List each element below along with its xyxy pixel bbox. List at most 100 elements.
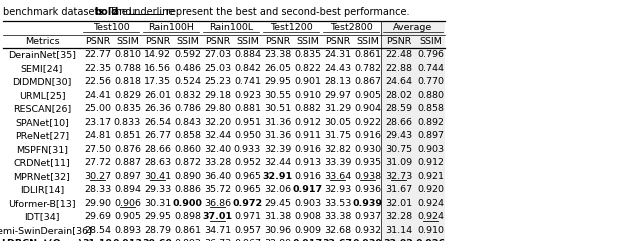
Text: 0.952: 0.952 [234,158,261,167]
Text: 0.886: 0.886 [174,185,201,194]
Text: 26.01: 26.01 [144,91,171,100]
Text: 0.897: 0.897 [417,131,444,140]
Text: 0.892: 0.892 [174,239,201,241]
Text: 33.64: 33.64 [324,172,351,181]
Text: 0.872: 0.872 [174,158,201,167]
Text: 22.48: 22.48 [385,50,412,59]
Text: 25.03: 25.03 [204,64,231,73]
Text: 0.972: 0.972 [232,199,262,208]
Text: 33.39: 33.39 [324,158,351,167]
Text: PSNR: PSNR [145,37,170,46]
Text: 30.60: 30.60 [143,239,172,241]
Text: 0.950: 0.950 [234,131,261,140]
Text: 0.965: 0.965 [234,172,261,181]
Text: 30.51: 30.51 [264,104,291,113]
Text: 32.89: 32.89 [264,239,291,241]
Text: 0.880: 0.880 [417,91,444,100]
Text: 0.911: 0.911 [294,131,321,140]
Text: 0.936: 0.936 [354,185,381,194]
Text: 0.971: 0.971 [234,212,261,221]
Text: 0.913: 0.913 [294,158,321,167]
Text: 0.910: 0.910 [417,226,444,235]
Text: 31.14: 31.14 [385,226,412,235]
Text: 0.835: 0.835 [114,104,141,113]
Text: LDRCNet(Ours): LDRCNet(Ours) [1,239,83,241]
Text: 27.72: 27.72 [84,158,111,167]
Text: 0.887: 0.887 [114,158,141,167]
Text: 0.893: 0.893 [114,226,141,235]
Text: 28.59: 28.59 [385,104,412,113]
Text: 26.36: 26.36 [144,104,171,113]
Text: 30.31: 30.31 [144,199,171,208]
Text: 32.01: 32.01 [385,199,412,208]
Text: 0.912: 0.912 [294,118,321,127]
Text: 0.897: 0.897 [114,172,141,181]
Text: 32.20: 32.20 [204,118,231,127]
Text: 27.50: 27.50 [84,145,111,154]
Text: 0.937: 0.937 [354,212,381,221]
Text: represent the best and second-best performance.: represent the best and second-best perfo… [163,7,409,17]
Text: 31.67: 31.67 [385,185,412,194]
Text: 0.916: 0.916 [294,172,321,181]
Text: 37.01: 37.01 [202,212,232,221]
Text: 0.860: 0.860 [174,145,201,154]
Text: Test1200: Test1200 [269,23,312,32]
Text: 0.898: 0.898 [174,212,201,221]
Text: 31.29: 31.29 [324,104,351,113]
Text: 33.02: 33.02 [383,239,413,241]
Text: 0.951: 0.951 [234,118,261,127]
Text: SSIM: SSIM [116,37,139,46]
Text: 0.957: 0.957 [234,226,261,235]
Text: 0.890: 0.890 [174,172,201,181]
Text: URML[25]: URML[25] [19,91,65,100]
Text: DIDMDN[30]: DIDMDN[30] [12,77,72,86]
Text: CRDNet[11]: CRDNet[11] [13,158,70,167]
Text: 31.38: 31.38 [264,212,291,221]
Text: 0.867: 0.867 [354,77,381,86]
Text: Semi-SwinDerain[36]: Semi-SwinDerain[36] [0,226,92,235]
Text: 0.892: 0.892 [417,118,444,127]
Text: benchmark datasets. The: benchmark datasets. The [3,7,131,17]
Text: PReNet[27]: PReNet[27] [15,131,69,140]
Text: 33.28: 33.28 [204,158,231,167]
Text: PSNR: PSNR [205,37,230,46]
Text: 0.486: 0.486 [174,64,201,73]
Text: 0.884: 0.884 [234,50,261,59]
Text: 0.939: 0.939 [353,199,383,208]
Text: MPRNet[32]: MPRNet[32] [13,172,70,181]
Text: 26.05: 26.05 [264,64,291,73]
Text: SSIM: SSIM [419,37,442,46]
Text: 0.910: 0.910 [294,91,321,100]
Text: 28.66: 28.66 [144,145,171,154]
Text: 28.13: 28.13 [324,77,351,86]
Text: 0.906: 0.906 [114,199,141,208]
Text: 25.00: 25.00 [84,104,111,113]
Text: 32.06: 32.06 [264,185,291,194]
Text: 0.876: 0.876 [114,145,141,154]
Text: 26.77: 26.77 [144,131,171,140]
Text: 24.81: 24.81 [84,131,111,140]
Text: 30.27: 30.27 [84,172,111,181]
Text: 26.54: 26.54 [144,118,171,127]
Text: 0.524: 0.524 [174,77,201,86]
Text: 28.63: 28.63 [144,158,171,167]
Text: 0.921: 0.921 [417,172,444,181]
Text: 0.861: 0.861 [354,50,381,59]
Text: RESCAN[26]: RESCAN[26] [13,104,71,113]
Text: SSIM: SSIM [356,37,379,46]
Text: 0.894: 0.894 [114,185,141,194]
Text: 24.31: 24.31 [324,50,351,59]
Text: 30.75: 30.75 [385,145,412,154]
Text: 32.68: 32.68 [324,226,351,235]
Text: 31.19: 31.19 [83,239,113,241]
Text: SSIM: SSIM [236,37,259,46]
Text: Test100: Test100 [93,23,129,32]
Text: PSNR: PSNR [386,37,411,46]
Text: 24.43: 24.43 [324,64,351,73]
Text: 30.05: 30.05 [324,118,351,127]
Text: 0.861: 0.861 [174,226,201,235]
Text: 24.41: 24.41 [84,91,111,100]
Text: Uformer-B[13]: Uformer-B[13] [8,199,76,208]
Text: 29.95: 29.95 [144,212,171,221]
Text: 0.833: 0.833 [114,118,141,127]
